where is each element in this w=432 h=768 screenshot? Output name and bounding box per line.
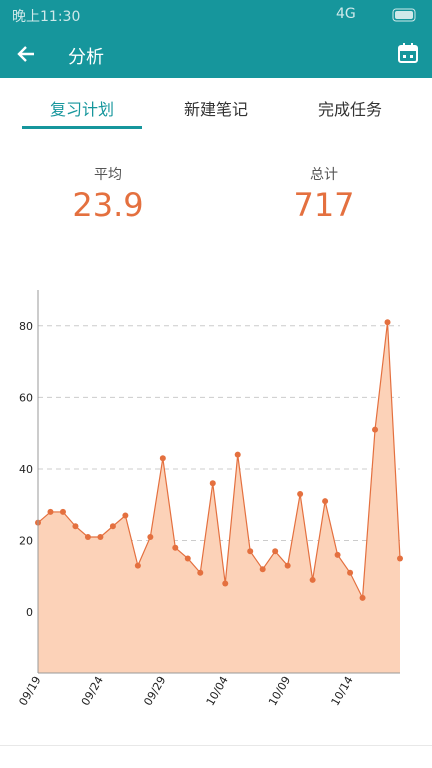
tab[interactable]: 完成任务 <box>317 100 382 119</box>
x-tick-label: 10/04 <box>204 674 231 708</box>
point <box>59 508 66 515</box>
y-tick-label: 80 <box>19 320 33 333</box>
divider <box>0 745 432 746</box>
x-tick-label: 09/19 <box>16 674 43 708</box>
point <box>147 533 154 540</box>
point <box>397 555 403 562</box>
point <box>359 594 366 601</box>
point <box>184 555 191 562</box>
stat-value: 23.9 <box>72 186 144 224</box>
point <box>384 319 391 326</box>
x-tick-label: 10/14 <box>329 674 356 708</box>
point <box>134 562 141 569</box>
point <box>272 548 279 555</box>
x-tick-label: 09/29 <box>141 674 168 708</box>
stat-label: 总计 <box>310 167 338 183</box>
point <box>209 480 216 487</box>
tab-bar: 复习计划 新建笔记 完成任务 <box>0 78 432 132</box>
point <box>234 451 241 458</box>
point <box>47 508 54 515</box>
point <box>297 491 304 498</box>
battery-icon <box>392 8 416 22</box>
point <box>72 523 79 530</box>
point <box>284 562 291 569</box>
point <box>222 580 229 587</box>
calendar-button[interactable] <box>396 41 420 65</box>
point <box>322 498 329 505</box>
point <box>159 455 166 462</box>
x-tick-label: 09/24 <box>79 674 106 708</box>
tab-indicator <box>22 126 142 129</box>
point <box>309 576 316 583</box>
point <box>172 544 179 551</box>
y-tick-label: 0 <box>26 606 33 619</box>
tab[interactable]: 复习计划 <box>49 100 114 119</box>
status-network: 4G <box>336 6 356 22</box>
y-tick-label: 20 <box>19 535 33 548</box>
point <box>97 533 104 540</box>
point <box>109 523 116 530</box>
point <box>122 512 129 519</box>
y-tick-label: 40 <box>19 463 33 476</box>
status-time: 晚上11:30 <box>12 9 81 25</box>
x-tick-label: 10/09 <box>266 674 293 708</box>
area <box>38 322 400 673</box>
app-title: 分析 <box>68 47 104 68</box>
y-tick-label: 60 <box>19 391 33 404</box>
point <box>247 548 254 555</box>
point <box>372 426 379 433</box>
status-bar: 晚上11:30 4G <box>0 0 432 30</box>
point <box>259 566 266 573</box>
stat-value: 717 <box>293 186 355 224</box>
point <box>197 569 204 576</box>
app-bar: 分析 <box>0 30 432 78</box>
tab[interactable]: 新建笔记 <box>183 100 248 119</box>
point <box>84 533 91 540</box>
stat-label: 平均 <box>94 167 122 183</box>
point <box>347 569 354 576</box>
back-button[interactable] <box>14 42 38 66</box>
chart: 0 20 40 60 80 09/19 09/24 09/29 10/04 10/09 10/14 <box>16 290 403 708</box>
point <box>334 551 341 558</box>
